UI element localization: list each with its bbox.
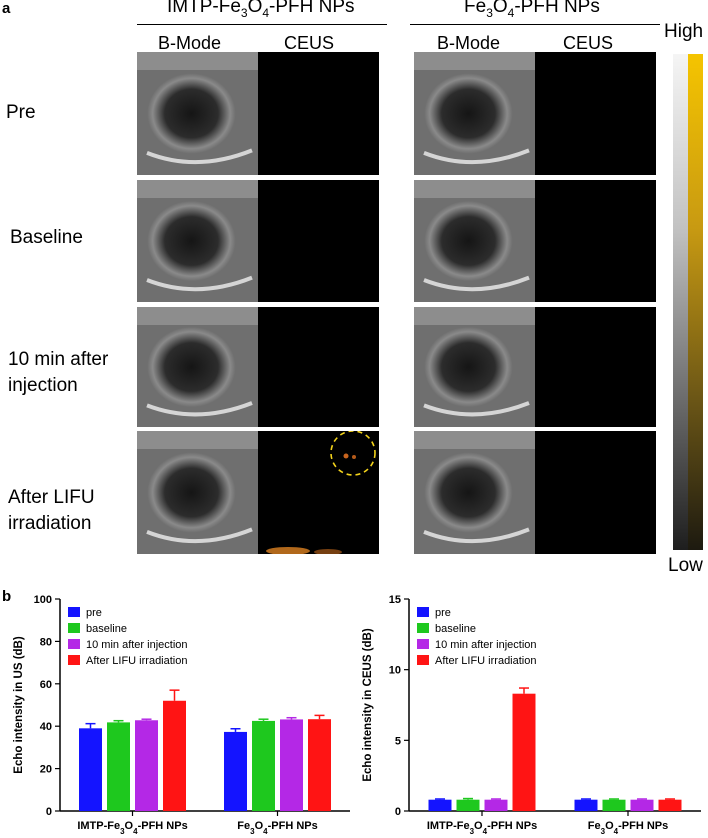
mode-label-bmode-2: B-Mode bbox=[437, 33, 501, 53]
y-tick-label: 0 bbox=[395, 806, 401, 818]
y-axis-label: Echo intensity in US (dB) bbox=[13, 636, 25, 774]
bmode-image bbox=[137, 431, 258, 554]
ceus-color-bar bbox=[688, 54, 703, 550]
bar bbox=[107, 722, 130, 811]
row-label-baseline: Baseline bbox=[10, 227, 83, 248]
y-tick-label: 100 bbox=[34, 594, 52, 606]
chart-us: 0 20 40 60 80 100 Echo intensity in US (dB) IMT… bbox=[13, 594, 350, 836]
bar bbox=[658, 799, 682, 811]
legend-label: baseline bbox=[435, 623, 476, 635]
bar bbox=[280, 719, 303, 811]
panel-b-letter: b bbox=[2, 588, 12, 605]
bmode-texture bbox=[414, 52, 535, 175]
ceus-image bbox=[535, 180, 656, 302]
bar bbox=[574, 799, 598, 811]
bar bbox=[135, 720, 158, 811]
bar bbox=[456, 799, 480, 811]
ceus-image bbox=[258, 52, 379, 175]
legend-label: 10 min after injection bbox=[86, 639, 188, 651]
panel-a-letter: a bbox=[2, 0, 11, 17]
bmode-texture bbox=[137, 180, 258, 302]
y-tick-label: 15 bbox=[389, 594, 401, 606]
bmode-image bbox=[414, 307, 535, 427]
mode-label-bmode-1: B-Mode bbox=[158, 33, 222, 53]
bmode-image bbox=[137, 307, 258, 427]
y-tick-label: 20 bbox=[40, 764, 52, 776]
row-label-pre: Pre bbox=[6, 102, 36, 123]
chart-ceus: 0 5 10 15 Echo intensity in CEUS (dB) IMTP-Fe… bbox=[362, 594, 701, 836]
ceus-enhancement bbox=[266, 431, 376, 554]
legend-label: After LIFU irradiation bbox=[435, 655, 536, 667]
legend-swatch bbox=[417, 639, 429, 649]
scale-low-label: Low bbox=[668, 555, 703, 576]
row-label-10min: 10 min after injection bbox=[8, 349, 109, 396]
legend-label: baseline bbox=[86, 623, 127, 635]
bmode-texture bbox=[414, 431, 535, 554]
legend-label: pre bbox=[86, 607, 102, 619]
bmode-image bbox=[137, 52, 258, 175]
group-underline-fe3o4 bbox=[410, 24, 660, 25]
ceus-image bbox=[258, 307, 379, 427]
x-tick-label: IMTP-Fe3O4-PFH NPs bbox=[427, 820, 537, 836]
mode-label-ceus-2: CEUS bbox=[563, 33, 614, 53]
bar bbox=[79, 728, 102, 811]
bar bbox=[308, 719, 331, 811]
bmode-image bbox=[414, 180, 535, 302]
y-tick-label: 10 bbox=[389, 665, 401, 677]
ceus-image bbox=[535, 52, 656, 175]
legend-swatch bbox=[417, 607, 429, 617]
scale-high-label: High bbox=[664, 21, 704, 42]
x-tick-label: IMTP-Fe3O4-PFH NPs bbox=[77, 820, 187, 836]
bar bbox=[512, 693, 536, 811]
bar bbox=[484, 799, 508, 811]
y-tick-label: 60 bbox=[40, 679, 52, 691]
ceus-image bbox=[535, 431, 656, 554]
bar bbox=[602, 799, 626, 811]
y-tick-label: 0 bbox=[46, 806, 52, 818]
y-tick-label: 40 bbox=[40, 721, 52, 733]
legend-swatch bbox=[417, 655, 429, 665]
ceus-image bbox=[535, 307, 656, 427]
bar bbox=[252, 720, 275, 811]
row-label-after-lifu: After LIFU irradiation bbox=[8, 487, 95, 534]
x-tick-label: Fe3O4-PFH NPs bbox=[237, 820, 317, 836]
bmode-image bbox=[414, 52, 535, 175]
legend-swatch bbox=[68, 639, 80, 649]
legend-label: 10 min after injection bbox=[435, 639, 537, 651]
ceus-image bbox=[258, 180, 379, 302]
legend-label: pre bbox=[435, 607, 451, 619]
bmode-image bbox=[414, 431, 535, 554]
bmode-texture bbox=[137, 431, 258, 554]
highlight-circle bbox=[330, 431, 376, 476]
bar bbox=[428, 799, 452, 811]
bar bbox=[630, 799, 654, 811]
bar bbox=[163, 700, 186, 811]
bmode-texture bbox=[414, 180, 535, 302]
legend-swatch bbox=[68, 623, 80, 633]
x-tick-label: Fe3O4-PFH NPs bbox=[588, 820, 668, 836]
legend-swatch bbox=[68, 607, 80, 617]
y-axis-label: Echo intensity in CEUS (dB) bbox=[362, 628, 374, 782]
bmode-texture bbox=[137, 52, 258, 175]
bar bbox=[224, 731, 247, 811]
group-underline-imtp bbox=[137, 24, 387, 25]
group-title-fe3o4: Fe3O4-PFH NPs bbox=[464, 0, 600, 20]
legend-label: After LIFU irradiation bbox=[86, 655, 187, 667]
legend-swatch bbox=[417, 623, 429, 633]
ceus-image bbox=[258, 431, 379, 554]
legend-swatch bbox=[68, 655, 80, 665]
bmode-image bbox=[137, 180, 258, 302]
y-tick-label: 80 bbox=[40, 636, 52, 648]
group-title-imtp: IMTP-Fe3O4-PFH NPs bbox=[167, 0, 355, 20]
bmode-texture bbox=[137, 307, 258, 427]
bmode-texture bbox=[414, 307, 535, 427]
grayscale-bar bbox=[673, 54, 688, 550]
mode-label-ceus-1: CEUS bbox=[284, 33, 335, 53]
y-tick-label: 5 bbox=[395, 735, 401, 747]
